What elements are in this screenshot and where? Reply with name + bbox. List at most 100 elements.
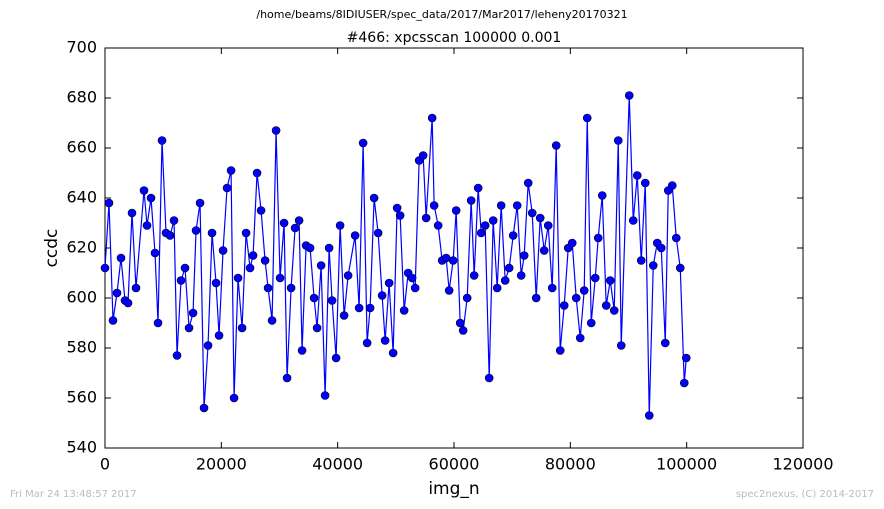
data-point <box>297 346 307 355</box>
data-point <box>667 181 677 190</box>
data-point <box>473 183 483 193</box>
data-point <box>229 393 239 403</box>
data-point <box>555 346 565 355</box>
data-point <box>203 341 213 350</box>
data-point <box>172 351 182 360</box>
data-point <box>294 216 304 225</box>
data-point <box>531 293 541 303</box>
data-point <box>260 256 270 265</box>
footer-left: Fri Mar 24 13:48:57 2017 <box>10 489 137 500</box>
data-point <box>624 91 634 100</box>
data-point <box>339 311 349 320</box>
y-tick-label: 540 <box>66 438 97 457</box>
data-point <box>476 228 486 238</box>
x-tick-label: 40000 <box>312 455 363 474</box>
data-point <box>579 286 589 295</box>
data-point <box>671 233 681 243</box>
data-point <box>656 243 666 253</box>
data-point <box>543 221 553 230</box>
data-point <box>290 223 300 233</box>
data-point <box>309 293 319 303</box>
suptitle: /home/beams/8IDIUSER/spec_data/2017/Mar2… <box>256 8 627 21</box>
data-point <box>384 278 394 288</box>
data-point <box>188 308 198 318</box>
data-point <box>575 333 585 343</box>
x-tick-label: 80000 <box>545 455 596 474</box>
data-point <box>369 193 379 203</box>
data-point <box>153 318 163 328</box>
data-point <box>484 373 494 383</box>
data-point <box>523 178 533 188</box>
data-point <box>462 293 472 303</box>
data-point <box>601 301 611 310</box>
data-point <box>407 273 417 283</box>
data-point <box>271 126 281 135</box>
data-point <box>123 298 133 308</box>
data-point <box>320 391 330 400</box>
data-point <box>214 331 224 340</box>
data-point <box>605 276 615 285</box>
data-point <box>597 191 607 200</box>
data-point <box>380 336 390 345</box>
data-point <box>512 201 522 210</box>
data-point <box>267 316 277 325</box>
data-point <box>112 288 122 298</box>
data-point <box>184 323 194 333</box>
data-point <box>127 208 137 218</box>
data-point <box>516 271 526 280</box>
data-point <box>207 228 217 238</box>
data-point <box>444 286 454 295</box>
data-point <box>365 303 375 313</box>
data-point <box>343 271 353 280</box>
y-tick-label: 580 <box>66 338 97 357</box>
data-point <box>211 278 221 288</box>
data-point <box>377 291 387 300</box>
data-point <box>282 373 292 383</box>
data-point <box>275 273 285 283</box>
x-axis-label: img_n <box>428 479 479 499</box>
data-point <box>373 228 383 238</box>
data-point <box>418 151 428 160</box>
data-point <box>354 303 364 313</box>
data-point <box>496 201 506 210</box>
data-point <box>539 246 549 255</box>
data-point <box>547 283 557 293</box>
data-point <box>169 216 179 225</box>
data-point <box>455 318 465 328</box>
data-point <box>263 283 273 293</box>
data-point <box>636 256 646 265</box>
data-point <box>252 168 262 178</box>
data-point <box>551 141 561 150</box>
data-point <box>613 136 623 145</box>
data-point <box>451 206 461 215</box>
data-point <box>165 231 175 240</box>
data-point <box>433 221 443 230</box>
data-point <box>640 178 650 188</box>
data-point <box>632 171 642 180</box>
data-point <box>195 198 205 208</box>
y-tick-label: 600 <box>66 288 97 307</box>
data-point <box>535 213 545 223</box>
data-point <box>180 263 190 273</box>
x-tick-label: 100000 <box>656 455 717 474</box>
data-point <box>305 243 315 253</box>
data-point <box>226 166 236 175</box>
y-tick-label: 620 <box>66 238 97 257</box>
data-point <box>335 221 345 230</box>
data-point <box>582 113 592 123</box>
data-point <box>399 306 409 315</box>
data-point <box>131 283 141 293</box>
data-point <box>480 221 490 230</box>
data-point <box>316 261 326 270</box>
y-tick-label: 640 <box>66 188 97 207</box>
data-point <box>142 221 152 230</box>
data-point <box>324 243 334 253</box>
data-point <box>609 306 619 315</box>
x-tick-label: 20000 <box>196 455 247 474</box>
y-tick-label: 700 <box>66 38 97 57</box>
data-point <box>628 216 638 225</box>
y-tick-label: 560 <box>66 388 97 407</box>
data-point <box>681 353 691 363</box>
data-point <box>508 231 518 240</box>
data-point <box>469 271 479 280</box>
